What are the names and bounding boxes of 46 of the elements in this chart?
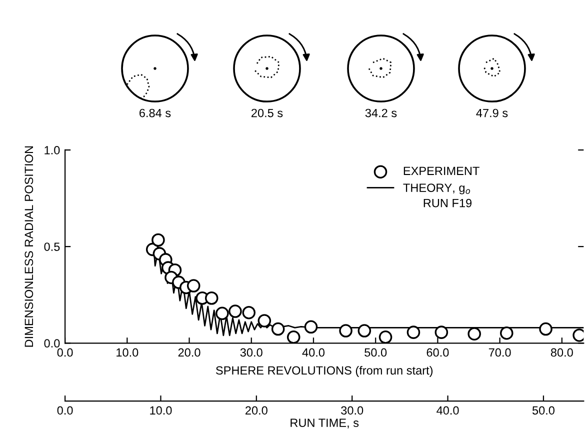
x2-tick-label: 20.0 bbox=[246, 406, 268, 415]
point bbox=[500, 326, 514, 340]
legend-label: EXPERIMENT bbox=[404, 166, 480, 175]
x2-axis-title: RUN TIME, s bbox=[290, 418, 359, 428]
x-tick-label: 30.0 bbox=[240, 348, 262, 357]
point bbox=[406, 326, 420, 339]
text: 34.2 s bbox=[365, 108, 397, 118]
legend-label: THEORY, g$_{o}$ bbox=[403, 184, 470, 194]
text: 47.9 s bbox=[476, 108, 508, 118]
point bbox=[258, 314, 272, 328]
x-tick-label: 70.0 bbox=[488, 348, 511, 357]
point bbox=[186, 279, 200, 292]
x-tick-label: 50.0 bbox=[364, 348, 387, 357]
x-axis-title: SPHERE REVOLUTIONS (from run start) bbox=[216, 366, 433, 377]
x-tick-label: 0.0 bbox=[57, 348, 73, 357]
x-tick-label: 20.0 bbox=[178, 348, 200, 357]
x2-tick-label: 30.0 bbox=[341, 406, 364, 415]
point bbox=[152, 233, 165, 247]
point bbox=[339, 324, 352, 338]
point bbox=[228, 304, 242, 318]
x2-tick-label: 0.0 bbox=[57, 406, 73, 415]
point bbox=[216, 306, 229, 320]
y-tick-label: 1.0 bbox=[44, 146, 60, 154]
y-tick-label: 0.5 bbox=[44, 242, 60, 251]
text: 20.5 s bbox=[252, 108, 283, 118]
y-tick-label: 0.0 bbox=[44, 339, 60, 348]
x2-tick-label: 40.0 bbox=[436, 406, 459, 415]
point bbox=[358, 324, 372, 338]
point bbox=[434, 326, 448, 339]
x2-tick-label: 10.0 bbox=[150, 406, 172, 415]
point bbox=[204, 291, 218, 305]
point bbox=[539, 322, 552, 336]
point bbox=[304, 320, 318, 334]
point bbox=[242, 306, 256, 320]
x-tick-label: 80.0 bbox=[550, 348, 573, 357]
y-axis-title: DIMENSIONLESS RADIAL POSITION bbox=[24, 146, 34, 347]
x-tick-label: 60.0 bbox=[426, 348, 449, 357]
annotation: RUN F19 bbox=[424, 198, 472, 208]
point bbox=[286, 330, 300, 344]
x2-tick-label: 50.0 bbox=[532, 406, 554, 415]
x-tick-label: 40.0 bbox=[302, 348, 325, 357]
text: 6.84 s bbox=[140, 108, 171, 118]
point bbox=[378, 330, 392, 344]
point bbox=[271, 322, 285, 336]
x-tick-label: 10.0 bbox=[116, 348, 138, 357]
point bbox=[468, 327, 481, 341]
